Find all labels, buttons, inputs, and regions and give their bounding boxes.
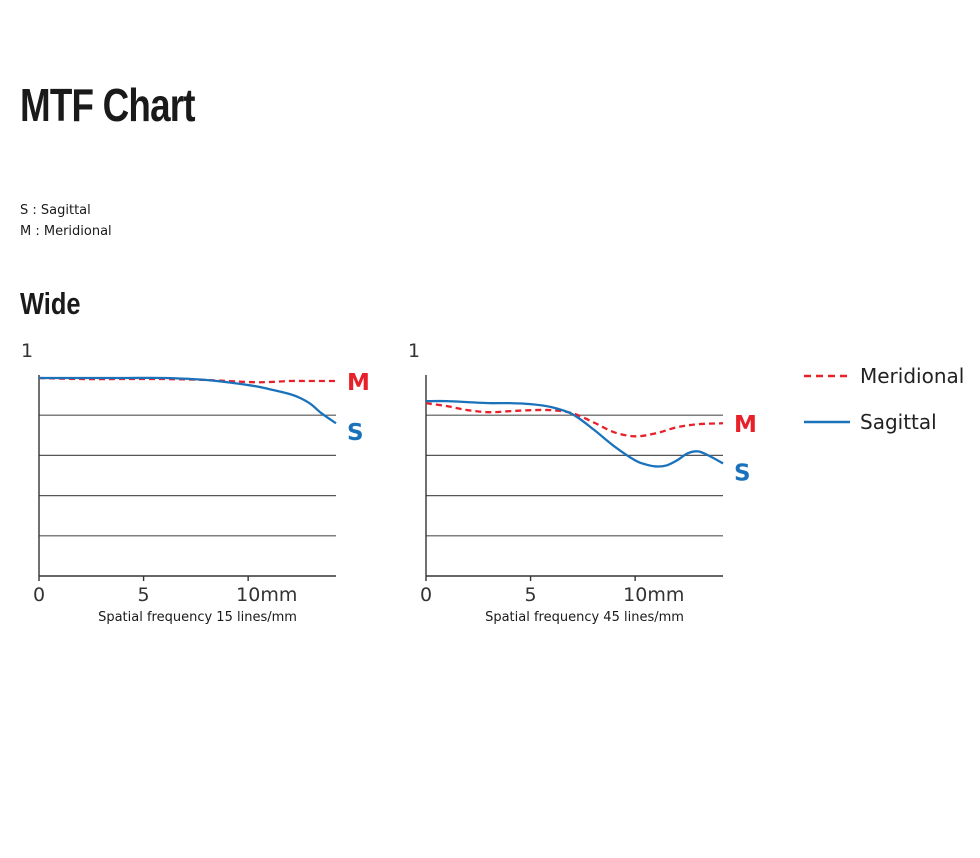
legend-sagittal-label: Sagittal xyxy=(860,410,937,434)
series-line-sagittal xyxy=(425,399,724,468)
x-axis-label: Spatial frequency 15 lines/mm xyxy=(98,610,297,625)
x-tick-label-2: 10mm xyxy=(236,584,297,606)
abbreviation-meridional: M : Meridional xyxy=(20,224,112,239)
y-tick-label-top: 1 xyxy=(21,340,33,362)
x-axis-label: Spatial frequency 45 lines/mm xyxy=(485,610,684,625)
page-title: MTF Chart xyxy=(20,79,196,131)
y-tick-label-top: 1 xyxy=(408,340,420,362)
abbreviation-legend: S : Sagittal M : Meridional xyxy=(20,200,112,242)
series-end-label-sagittal: S xyxy=(734,460,751,486)
series-line-meridional xyxy=(425,402,724,438)
x-tick-label-0: 0 xyxy=(33,584,45,606)
series-end-label-sagittal: S xyxy=(347,420,364,446)
x-tick-label-1: 5 xyxy=(525,584,537,606)
legend-meridional-label: Meridional xyxy=(860,364,964,388)
series-end-label-meridional: M xyxy=(734,412,757,438)
series-legend: Meridional Sagittal xyxy=(804,364,964,434)
series-line-sagittal xyxy=(39,376,337,425)
series-end-label-meridional: M xyxy=(347,370,370,396)
section-heading-wide: Wide xyxy=(20,286,81,321)
mtf-chart-15-lines: 1 0 5 10mm Spatial frequency 15 lines/mm MS xyxy=(21,340,370,625)
mtf-chart-45-lines: 1 0 5 10mm Spatial frequency 45 lines/mm MS xyxy=(408,340,757,625)
x-tick-label-2: 10mm xyxy=(623,584,684,606)
x-tick-label-0: 0 xyxy=(420,584,432,606)
abbreviation-sagittal: S : Sagittal xyxy=(20,203,91,218)
x-tick-label-1: 5 xyxy=(138,584,150,606)
